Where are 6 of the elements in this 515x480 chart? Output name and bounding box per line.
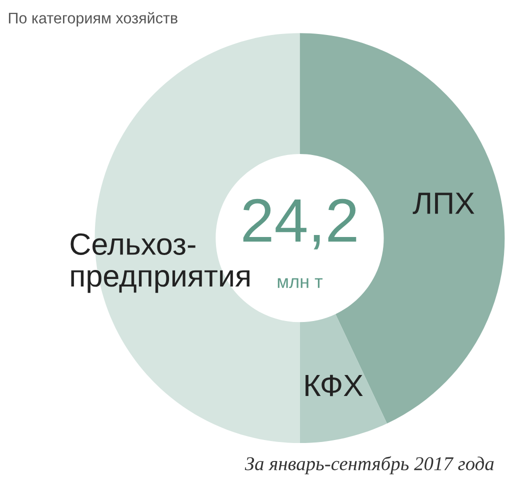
slice-label: КФХ <box>306 374 363 396</box>
text: За январь-сентябрь 2017 года <box>244 456 494 474</box>
chart-title: По категориям хозяйств <box>8 12 178 27</box>
donut-slice <box>300 314 387 444</box>
text: млн т <box>278 278 323 288</box>
slice-label: ЛПХ <box>412 192 474 214</box>
